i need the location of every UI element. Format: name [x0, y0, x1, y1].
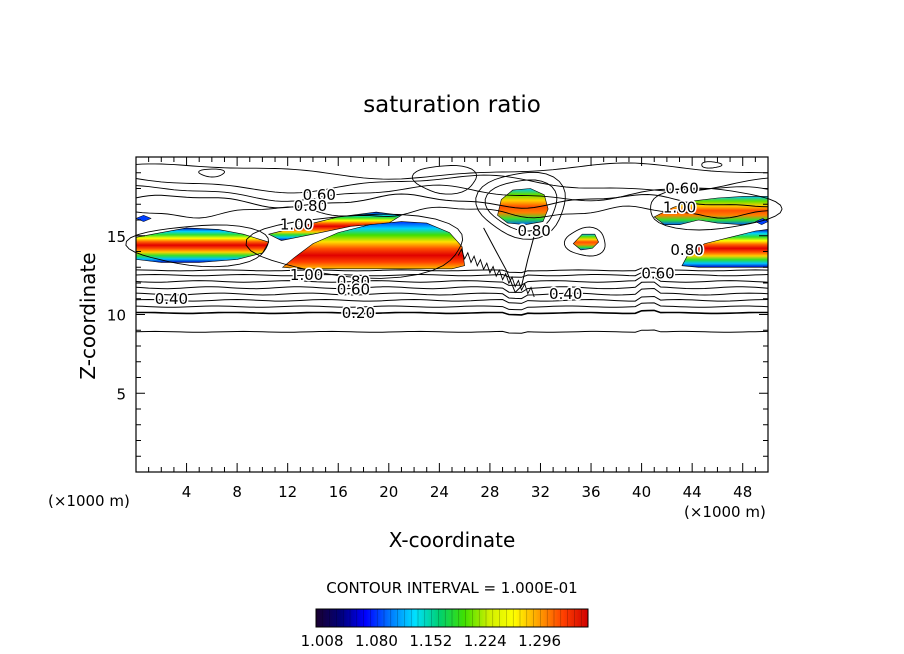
contour-label: 1.00 [290, 266, 323, 284]
contour-line [135, 162, 769, 180]
y-tick-label: 10 [107, 307, 126, 325]
chart-title: saturation ratio [363, 92, 541, 118]
contour-line [135, 281, 769, 293]
contour-loop [563, 226, 606, 257]
y-tick-label: 5 [116, 385, 126, 403]
contour-loop [475, 171, 566, 240]
contour-label: 0.80 [670, 241, 703, 259]
contour-line [135, 276, 769, 286]
y-tick-label: 15 [107, 228, 126, 246]
contour-line [135, 267, 769, 274]
x-axis-label: X-coordinate [389, 528, 516, 552]
contour-line [135, 271, 769, 278]
contour-label: 0.80 [517, 222, 550, 240]
contour-line [136, 309, 768, 316]
x-tick-label: 48 [733, 483, 752, 501]
x-tick-label: 32 [531, 483, 550, 501]
contour-label: 0.60 [665, 180, 698, 198]
contour-label: 0.20 [342, 304, 375, 322]
contour-line [135, 193, 769, 209]
contour-line [135, 302, 769, 311]
colorbar-label: 1.224 [464, 632, 507, 650]
contour-label: 0.80 [337, 272, 370, 290]
x-tick-label: 28 [480, 483, 499, 501]
contour-label: 0.40 [155, 290, 188, 308]
contour-loop [198, 168, 225, 178]
contour-line [135, 184, 769, 202]
filled-patch [135, 215, 152, 222]
filled-region-upper-left-band [267, 211, 403, 241]
x-tick-label: 44 [683, 483, 702, 501]
x-tick-label: 36 [581, 483, 600, 501]
contour-loop [650, 187, 783, 231]
contour-line [135, 174, 769, 194]
x-tick-label: 24 [430, 483, 449, 501]
contour-loop [411, 165, 477, 195]
contour-label: 1.00 [280, 216, 313, 234]
filled-regions [135, 188, 769, 270]
x-tick-label: 16 [329, 483, 348, 501]
x-tick-label: 40 [632, 483, 651, 501]
contour-interval-text: CONTOUR INTERVAL = 1.000E-01 [326, 579, 577, 597]
contour-loop [245, 213, 464, 279]
colorbar-label: 1.296 [518, 632, 561, 650]
contour-line [457, 248, 535, 298]
contour-label: 1.00 [663, 198, 696, 216]
contour-loop [125, 224, 269, 268]
contour-loop [484, 179, 558, 232]
filled-region-right-lower-band [681, 229, 769, 268]
filled-region-left-band [135, 227, 270, 263]
x-tick-label: 20 [379, 483, 398, 501]
y-axis-label: Z-coordinate [76, 252, 100, 379]
colorbar-label: 1.080 [355, 632, 398, 650]
contour-line [135, 295, 769, 304]
contour-line [135, 329, 769, 334]
contour-label: 0.40 [549, 285, 582, 303]
x-units-right: (×1000 m) [684, 503, 766, 521]
contour-loop [701, 161, 723, 169]
contour-line [135, 205, 769, 219]
colorbar-label: 1.008 [301, 632, 344, 650]
contour-lines [125, 161, 783, 334]
filled-region-central-lens [281, 221, 465, 270]
colorbar: 1.008 1.080 1.152 1.224 1.296 [301, 608, 589, 650]
contour-label: 0.60 [303, 186, 336, 204]
contour-line [135, 287, 769, 300]
x-tick-label: 4 [182, 483, 192, 501]
contour-labels: 0.600.801.001.00 0.800.600.400.200.800.40… [153, 178, 705, 323]
filled-region-small-cell [572, 233, 599, 251]
contour-line [483, 227, 535, 294]
x-tick-label: 12 [278, 483, 297, 501]
contour-label: 0.60 [641, 265, 674, 283]
colorbar-label: 1.152 [409, 632, 452, 650]
x-units-left: (×1000 m) [48, 492, 130, 510]
x-tick-label: 8 [232, 483, 242, 501]
contour-label: 0.80 [294, 197, 327, 215]
contour-label: 0.60 [337, 280, 370, 298]
